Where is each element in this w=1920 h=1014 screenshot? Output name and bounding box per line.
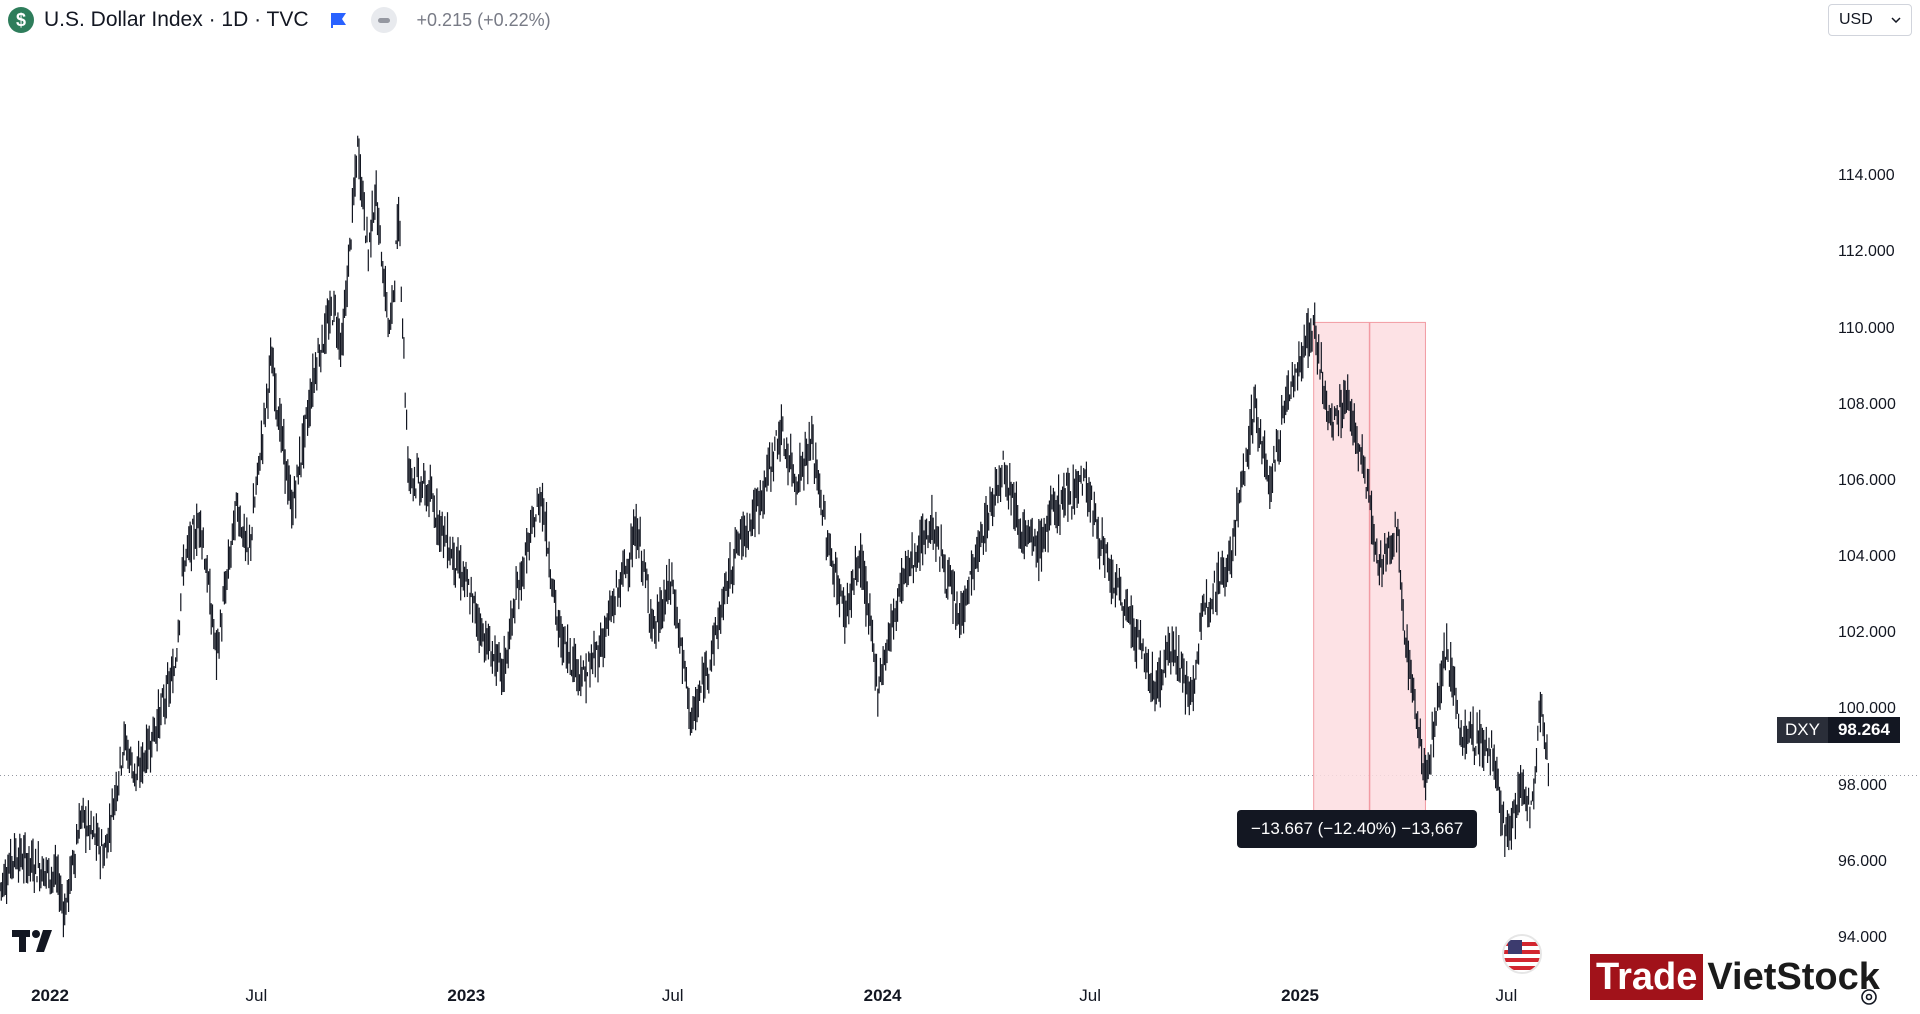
time-axis-label: Jul (661, 986, 684, 1005)
price-axis-label: 96.000 (1838, 852, 1887, 870)
time-axis-label: 2024 (863, 986, 902, 1005)
dollar-icon: $ (8, 7, 34, 33)
watermark-left: Trade (1590, 954, 1704, 1000)
us-flag-icon (1502, 934, 1542, 974)
time-axis-label: Jul (245, 986, 268, 1005)
watermark-right: VietStock (1703, 954, 1884, 1000)
market-status-icon[interactable] (370, 7, 397, 33)
watermark-logo: Trade VietStock (1590, 954, 1884, 1000)
price-axis-label: 110.000 (1838, 319, 1895, 337)
price-axis-label: 114.000 (1838, 167, 1895, 185)
measure-label: −13.667 (−12.40%) −13,667 (1237, 810, 1478, 848)
time-axis-label: 2022 (31, 986, 69, 1005)
price-axis-label: 98.000 (1838, 776, 1887, 794)
settings-icon[interactable] (1858, 986, 1880, 1008)
tradingview-logo-icon[interactable] (12, 928, 62, 954)
last-price-tag: DXY 98.264 (1777, 717, 1900, 743)
price-axis-label: 112.000 (1838, 243, 1895, 261)
price-axis-label: 106.000 (1838, 471, 1896, 489)
price-axis-label: 100.000 (1838, 700, 1896, 718)
time-axis-label: 2023 (447, 986, 486, 1005)
price-tag-symbol: DXY (1777, 717, 1828, 743)
flag-icon[interactable] (329, 11, 349, 29)
chevron-down-icon (1891, 17, 1901, 23)
price-change: +0.215 (+0.22%) (416, 9, 551, 30)
symbol-title[interactable]: U.S. Dollar Index · 1D · TVC (44, 8, 309, 31)
price-axis-label: 104.000 (1838, 548, 1896, 565)
chart-header: $ U.S. Dollar Index · 1D · TVC +0.215 (+… (8, 6, 551, 34)
price-axis-label: 108.000 (1838, 395, 1896, 413)
price-tag-value: 98.264 (1827, 717, 1900, 743)
price-axis-label: 102.000 (1838, 624, 1896, 642)
time-axis-label: 2025 (1281, 986, 1319, 1005)
currency-select[interactable]: USD (1828, 4, 1912, 36)
price-range-measure[interactable] (1313, 321, 1426, 845)
price-series (0, 135, 1550, 938)
time-axis-label: Jul (1495, 986, 1518, 1005)
currency-value: USD (1839, 11, 1873, 28)
price-axis-label: 94.000 (1838, 928, 1887, 946)
time-axis-label: Jul (1079, 986, 1102, 1005)
